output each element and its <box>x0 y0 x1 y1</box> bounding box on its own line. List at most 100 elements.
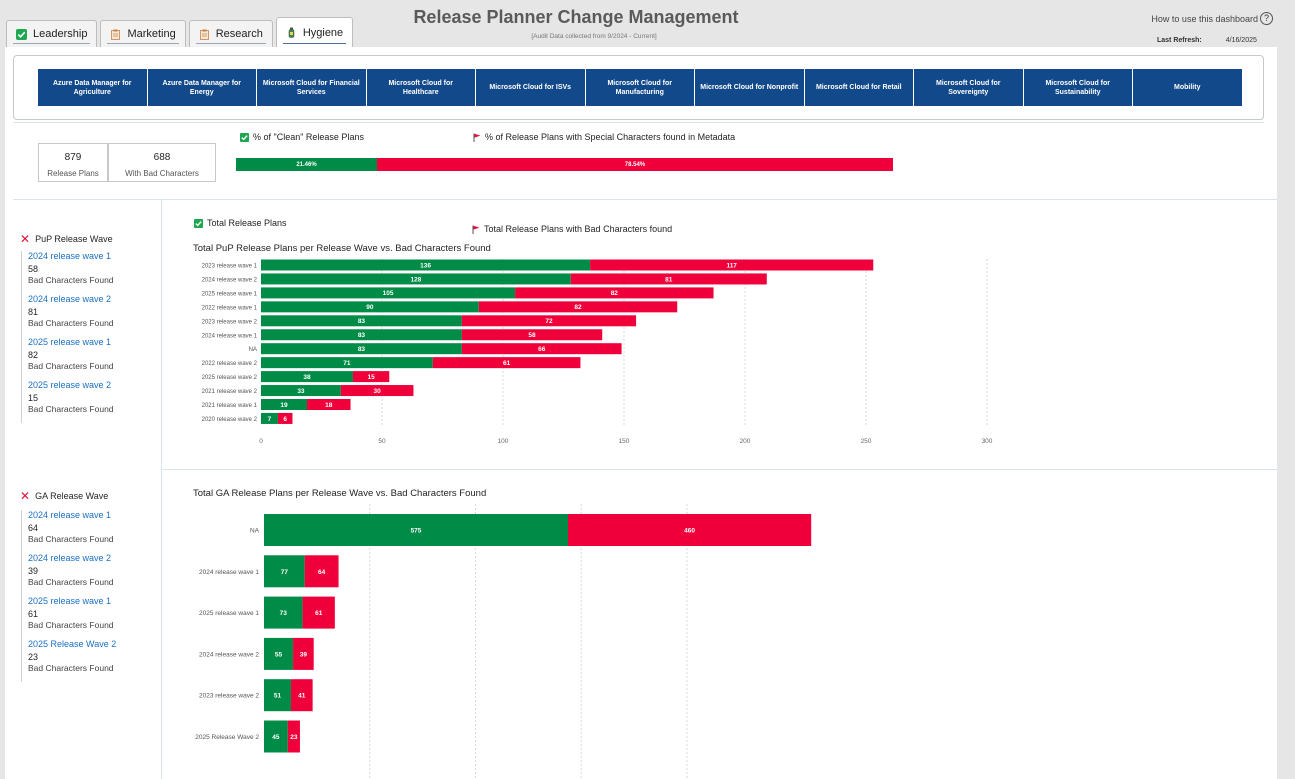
bar-bad[interactable] <box>568 514 812 546</box>
close-icon[interactable]: ✕ <box>20 231 31 246</box>
tab-marketing[interactable]: Marketing <box>100 20 186 47</box>
wave-link[interactable]: 2024 release wave 2 <box>28 553 112 563</box>
bar-total[interactable] <box>261 259 591 271</box>
product-button[interactable]: Microsoft Cloud for Healthcare <box>366 69 475 106</box>
product-button[interactable]: Microsoft Cloud for Sustainability <box>1023 69 1132 106</box>
special-legend-label: % of Release Plans with Special Characte… <box>485 132 736 142</box>
data-label: 460 <box>684 528 695 535</box>
bar-total[interactable] <box>261 399 307 410</box>
page-title: Release Planner Change Management <box>413 7 739 27</box>
bar-bad[interactable] <box>340 385 414 397</box>
bar-total[interactable] <box>261 315 462 327</box>
bar-total[interactable] <box>261 371 353 383</box>
data-label: 6 <box>283 416 287 423</box>
release-plans-label: Release Plans <box>47 169 99 178</box>
product-button[interactable]: Microsoft Cloud for Sovereignty <box>914 69 1023 106</box>
bar-bad[interactable] <box>570 273 767 285</box>
product-button[interactable]: Microsoft Cloud for Retail <box>804 69 913 106</box>
clipboard-icon <box>199 29 210 40</box>
bar-bad[interactable] <box>590 259 874 271</box>
bar-total[interactable] <box>261 287 516 299</box>
data-label: 575 <box>411 528 422 535</box>
wave-link[interactable]: 2025 release wave 2 <box>28 380 112 390</box>
divider <box>13 122 1264 123</box>
data-label: 72 <box>545 318 553 325</box>
product-button[interactable]: Microsoft Cloud for ISVs <box>476 69 585 106</box>
bar-total[interactable] <box>264 555 305 588</box>
bar-bad[interactable] <box>461 315 637 327</box>
wave-link[interactable]: 2025 release wave 1 <box>28 596 112 606</box>
bar-bad[interactable] <box>352 371 390 383</box>
category-label: 2023 release wave 2 <box>199 693 259 700</box>
wave-link[interactable]: 2024 release wave 1 <box>28 251 112 261</box>
clean-percent-segment[interactable]: 21.46% <box>236 158 377 171</box>
help-link[interactable]: How to use this dashboard ? <box>1151 12 1273 25</box>
wave-link[interactable]: 2024 release wave 1 <box>28 510 112 520</box>
data-label: 61 <box>503 360 511 367</box>
x-tick-label: 0 <box>259 438 263 445</box>
bar-bad[interactable] <box>293 637 314 670</box>
tab-research[interactable]: Research <box>188 20 273 47</box>
data-label: 81 <box>665 276 673 283</box>
wave-bad-label: Bad Characters Found <box>28 361 114 371</box>
wave-item: 2025 release wave 2 15 Bad Characters Foun… <box>22 380 114 414</box>
data-label: 23 <box>290 734 298 741</box>
help-icon: ? <box>1260 12 1273 25</box>
wave-item: 2024 release wave 1 58 Bad Characters Foun… <box>22 251 114 285</box>
wave-link[interactable]: 2025 release wave 1 <box>28 337 112 347</box>
bad-characters-label: With Bad Characters <box>125 169 199 178</box>
bar-bad[interactable] <box>287 720 300 753</box>
wave-bad-count: 82 <box>28 350 39 360</box>
bar-bad[interactable] <box>306 399 351 410</box>
bar-total[interactable] <box>264 514 568 546</box>
bar-bad[interactable] <box>432 357 581 369</box>
bar-total[interactable] <box>261 343 462 355</box>
data-label: 15 <box>367 374 375 381</box>
bar-total[interactable] <box>264 637 294 670</box>
bar-total[interactable] <box>261 301 479 313</box>
close-icon[interactable]: ✕ <box>20 488 31 503</box>
bar-total[interactable] <box>261 412 278 424</box>
bar-bad[interactable] <box>290 679 313 712</box>
tab-leadership[interactable]: Leadership <box>6 20 98 47</box>
bar-bad[interactable] <box>478 301 678 313</box>
wave-link[interactable]: 2024 release wave 2 <box>28 294 112 304</box>
tab-hygiene[interactable]: Hygiene <box>275 17 354 47</box>
red-flag-icon <box>473 133 481 142</box>
checkbox-icon <box>16 28 27 40</box>
data-label: 82 <box>611 290 619 297</box>
data-label: 71 <box>343 360 351 367</box>
category-label: 2022 release wave 2 <box>202 361 258 367</box>
wave-bad-label: Bad Characters Found <box>28 577 114 587</box>
tab-label: Leadership <box>33 28 88 40</box>
wave-bad-label: Bad Characters Found <box>28 404 114 414</box>
wave-bad-count: 15 <box>28 393 39 403</box>
bar-total[interactable] <box>261 357 433 369</box>
special-percent-segment[interactable]: 78.54% <box>376 158 893 171</box>
bar-total[interactable] <box>261 385 341 397</box>
bar-bad[interactable] <box>277 412 293 424</box>
ga-wave-list: 2024 release wave 1 64 Bad Characters Foun… <box>21 510 116 682</box>
x-tick-label: 50 <box>378 438 386 445</box>
bar-total[interactable] <box>264 679 291 712</box>
product-button[interactable]: Microsoft Cloud for Nonprofit <box>695 69 804 106</box>
product-button[interactable]: Azure Data Manager for Energy <box>147 69 256 106</box>
bar-bad[interactable] <box>302 596 335 629</box>
product-button[interactable]: Mobility <box>1133 69 1242 106</box>
x-tick-label: 150 <box>619 438 630 445</box>
bar-bad[interactable] <box>461 343 622 355</box>
bar-total[interactable] <box>264 596 303 629</box>
product-button[interactable]: Azure Data Manager for Agriculture <box>38 69 147 106</box>
bar-total[interactable] <box>264 720 288 753</box>
bar-bad[interactable] <box>304 555 339 588</box>
wave-link[interactable]: 2025 Release Wave 2 <box>28 639 117 649</box>
divider <box>161 199 162 779</box>
product-button[interactable]: Microsoft Cloud for Manufacturing <box>585 69 694 106</box>
bar-bad[interactable] <box>461 329 603 341</box>
ga-chart-title: Total GA Release Plans per Release Wave … <box>193 488 487 499</box>
bar-bad[interactable] <box>515 287 714 299</box>
product-button[interactable]: Microsoft Cloud for Financial Services <box>257 69 366 106</box>
bar-total[interactable] <box>261 329 462 341</box>
data-label: 51 <box>274 693 282 700</box>
bar-total[interactable] <box>261 273 571 285</box>
